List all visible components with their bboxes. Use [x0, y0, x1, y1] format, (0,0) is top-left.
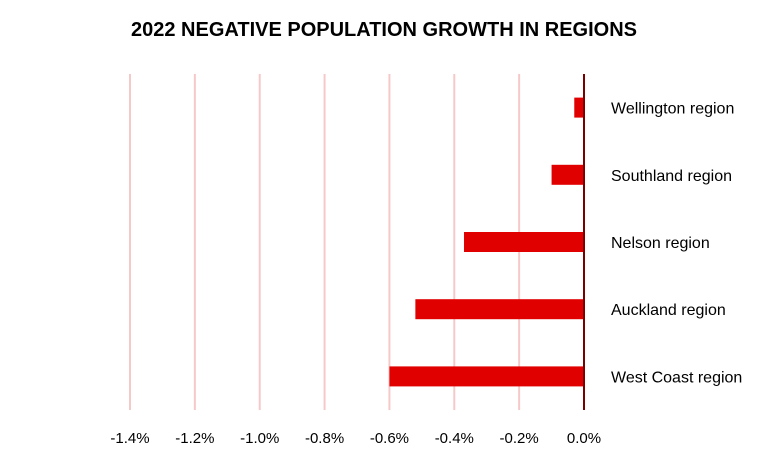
category-labels: Wellington region Southland region Nelson …	[611, 101, 742, 387]
category-label: Nelson region	[611, 235, 710, 252]
x-tick-label: -0.6%	[370, 430, 409, 447]
x-tick-label: -0.2%	[500, 430, 539, 447]
x-tick-label: -0.4%	[435, 430, 474, 447]
category-label: Auckland region	[611, 302, 726, 319]
bars	[389, 97, 584, 387]
x-tick-label: -1.4%	[110, 430, 149, 447]
bar-nelson-region	[464, 232, 584, 252]
bar-auckland-region	[415, 299, 584, 320]
bar-west-coast-region	[389, 366, 584, 387]
x-tick-label: -1.0%	[240, 430, 279, 447]
category-label: Wellington region	[611, 101, 734, 118]
bar-southland-region	[551, 164, 584, 185]
chart-title: 2022 NEGATIVE POPULATION GROWTH IN REGIO…	[131, 19, 637, 41]
category-label: Southland region	[611, 168, 732, 185]
category-label: West Coast region	[611, 369, 742, 386]
x-tick-label: -0.8%	[305, 430, 344, 447]
gridlines	[129, 74, 521, 410]
x-tick-label: -1.2%	[175, 430, 214, 447]
x-tick-labels: -1.4% -1.2% -1.0% -0.8% -0.6% -0.4% -0.2% 0.0%	[110, 430, 601, 447]
x-tick-label: 0.0%	[567, 430, 601, 447]
bar-wellington-region	[574, 97, 584, 118]
